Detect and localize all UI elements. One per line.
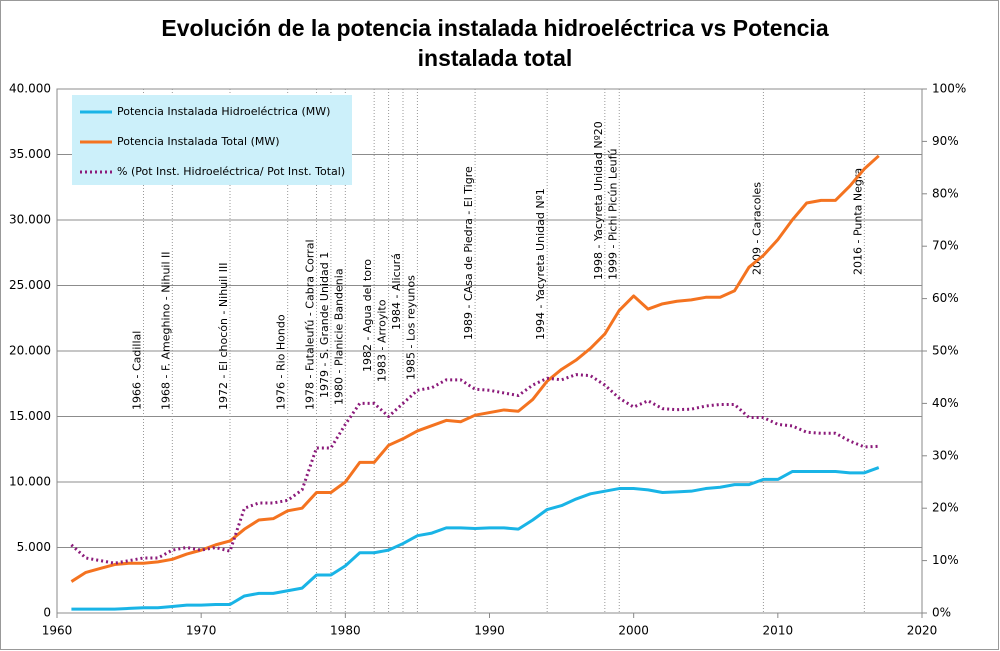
y2-tick-label: 10% xyxy=(932,553,959,567)
x-tick-label: 1960 xyxy=(42,624,73,638)
series-line xyxy=(70,154,880,583)
y2-tick-label: 90% xyxy=(932,134,959,148)
y-tick-label: 15.000 xyxy=(9,409,51,423)
annotation-label: 2009 - Caracoles xyxy=(750,182,763,275)
x-tick-label: 2020 xyxy=(907,624,938,638)
annotation-label: 1968 - F. Ameghino - Nihuil II xyxy=(159,251,172,410)
annotation-label: 1984 - Alicurá xyxy=(390,253,403,330)
x-tick-label: 1990 xyxy=(474,624,505,638)
y-tick-label: 35.000 xyxy=(9,147,51,161)
annotation-label: 1972 - El chocón - Nihuil III xyxy=(217,263,230,411)
annotation-label: 1979 - S. Grande Unidad 1 xyxy=(318,252,331,398)
chart-title: Evolución de la potencia instalada hidro… xyxy=(161,15,828,41)
y-tick-label: 25.000 xyxy=(9,278,51,292)
y-tick-label: 10.000 xyxy=(9,475,51,489)
x-tick-label: 2000 xyxy=(618,624,649,638)
annotation-label: 1982 - Agua del toro xyxy=(361,259,374,372)
annotation-label: 2016 - Punta Negra xyxy=(851,168,864,275)
legend-label: Potencia Instalada Total (MW) xyxy=(117,135,280,148)
annotation-label: 1985 - Los reyunos xyxy=(404,275,417,380)
annotation-label: 1978 - Futaleufú - Cabra Corral xyxy=(304,239,317,410)
annotation-label: 1983 - Arroyito xyxy=(376,299,389,382)
y-tick-label: 40.000 xyxy=(9,82,51,96)
x-tick-label: 1980 xyxy=(330,624,361,638)
chart-title: instalada total xyxy=(418,45,573,71)
series-line xyxy=(71,466,880,611)
x-tick-label: 1970 xyxy=(186,624,217,638)
y2-tick-label: 70% xyxy=(932,239,959,253)
annotation-label: 1980 - Planicie Bandenia xyxy=(332,268,345,405)
y2-tick-label: 60% xyxy=(932,291,959,305)
legend-label: % (Pot Inst. Hidroeléctrica/ Pot Inst. T… xyxy=(117,165,345,178)
y-tick-label: 30.000 xyxy=(9,213,51,227)
y2-tick-label: 40% xyxy=(932,396,959,410)
legend-label: Potencia Instalada Hidroeléctrica (MW) xyxy=(117,105,330,118)
series-line xyxy=(70,373,879,565)
annotation-label: 1989 - CAsa de Piedra - El Tigre xyxy=(462,166,475,340)
y2-tick-label: 100% xyxy=(932,82,966,96)
y2-tick-label: 0% xyxy=(932,606,951,620)
annotation-label: 1994 - Yacyreta Unidad Nº1 xyxy=(534,188,547,340)
annotation-label: 1976 - Rio Hondo xyxy=(275,314,288,410)
y-tick-label: 0 xyxy=(43,606,51,620)
annotation-label: 1999 - Pichi Picún Leufú xyxy=(606,149,619,280)
y2-tick-label: 30% xyxy=(932,448,959,462)
y2-tick-label: 20% xyxy=(932,501,959,515)
legend xyxy=(72,95,352,185)
x-tick-label: 2010 xyxy=(763,624,794,638)
annotation-label: 1998 - Yacyreta Unidad Nº20 xyxy=(592,121,605,280)
y-tick-label: 20.000 xyxy=(9,344,51,358)
y2-tick-label: 80% xyxy=(932,186,959,200)
annotation-label: 1966 - Cadillal xyxy=(131,331,144,410)
y-tick-label: 5.000 xyxy=(17,540,51,554)
y2-tick-label: 50% xyxy=(932,344,959,358)
